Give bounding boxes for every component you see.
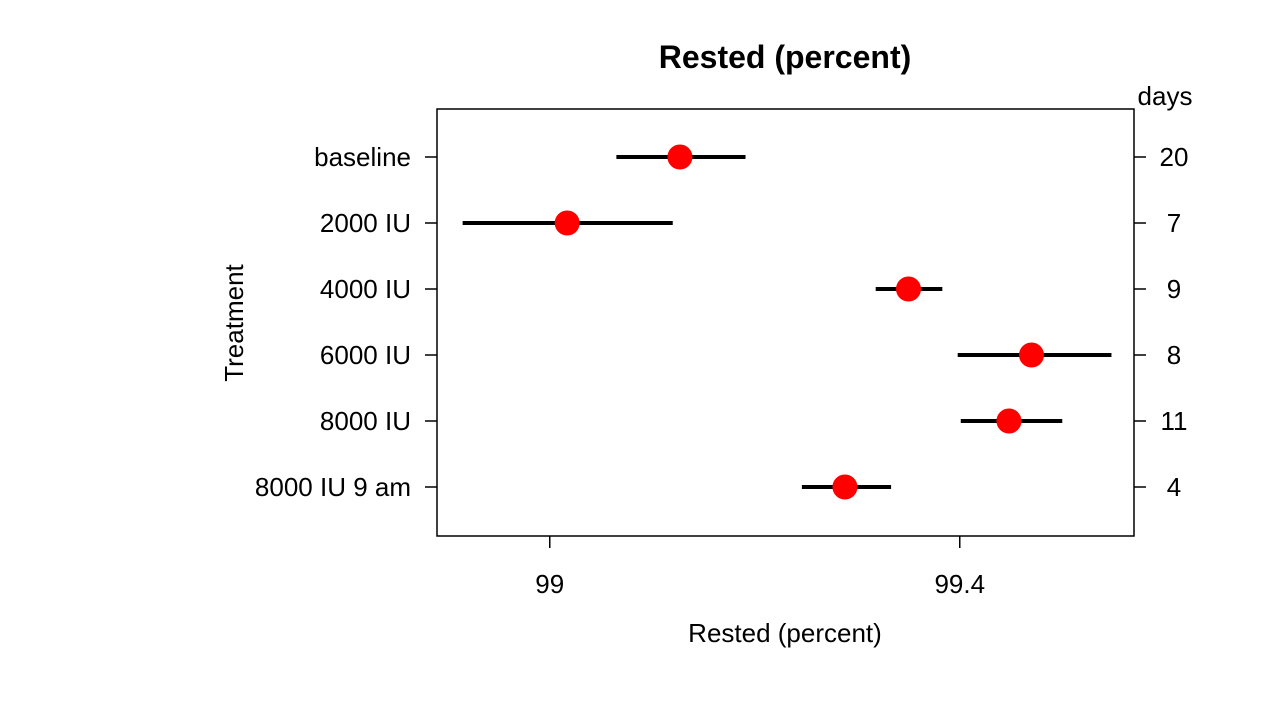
category-label: 4000 IU: [320, 274, 411, 304]
category-label: baseline: [314, 142, 411, 172]
x-tick-label: 99.4: [934, 569, 985, 599]
point-estimate: [554, 210, 580, 236]
category-label: 2000 IU: [320, 208, 411, 238]
chart-title: Rested (percent): [659, 39, 912, 75]
category-label: 6000 IU: [320, 340, 411, 370]
point-estimate: [1019, 342, 1044, 368]
days-label: 8: [1167, 340, 1181, 370]
y-axis-label: Treatment: [219, 263, 249, 381]
days-label: 9: [1167, 274, 1181, 304]
point-estimate: [996, 408, 1022, 434]
x-tick-label: 99: [535, 569, 564, 599]
category-label: 8000 IU: [320, 406, 411, 436]
category-label: 8000 IU 9 am: [255, 472, 411, 502]
days-label: 11: [1161, 406, 1188, 436]
point-estimate: [896, 276, 921, 302]
x-axis-label: Rested (percent): [688, 618, 882, 648]
right-axis-title: days: [1138, 81, 1193, 111]
days-label: 7: [1167, 208, 1181, 238]
days-label: 20: [1160, 142, 1189, 172]
days-label: 4: [1167, 472, 1181, 502]
plot-frame: [436, 108, 1135, 537]
chart-marks: 99 99.4 baseline 20 2000 IU 7 4000 IU 9 6000 IU 8…: [255, 142, 1189, 599]
point-estimate: [667, 144, 693, 170]
point-estimate: [832, 474, 858, 500]
